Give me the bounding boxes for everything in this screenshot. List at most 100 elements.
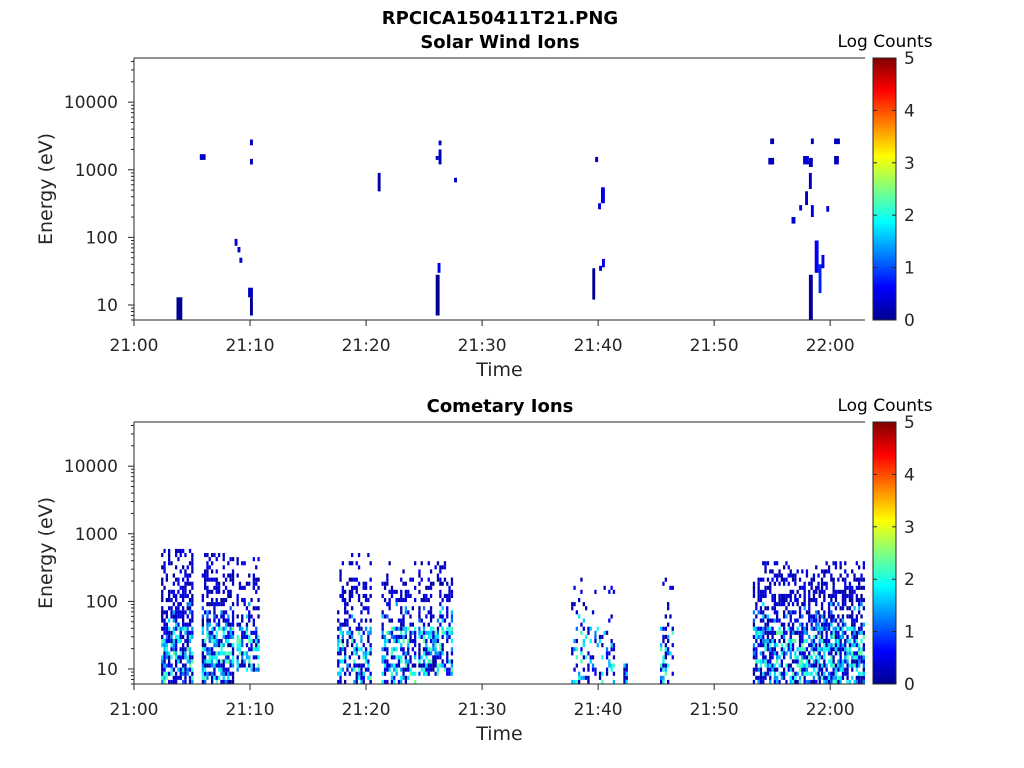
- heatmap-cell: [755, 630, 758, 635]
- heatmap-cell: [846, 626, 849, 631]
- heatmap-cell: [771, 569, 774, 574]
- heatmap-cell: [429, 659, 433, 664]
- heatmap-cell: [241, 598, 244, 603]
- heatmap-cell: [186, 577, 189, 582]
- x-tick-label: 21:30: [458, 336, 507, 356]
- heatmap-cell: [186, 602, 189, 607]
- heatmap-cell: [208, 565, 211, 570]
- heatmap-cell: [172, 626, 175, 631]
- heatmap-cell: [231, 573, 235, 578]
- heatmap-cell: [815, 647, 818, 652]
- heatmap-cell: [206, 618, 209, 623]
- heatmap-cell: [798, 647, 802, 652]
- heatmap-cell: [182, 663, 185, 668]
- heatmap-cell: [776, 614, 779, 619]
- heatmap-cell: [186, 671, 189, 676]
- heatmap-cell: [161, 659, 164, 664]
- heatmap-cell: [780, 643, 783, 648]
- heatmap-cell: [177, 622, 180, 627]
- heatmap-cell: [255, 655, 258, 660]
- heatmap-cell: [434, 643, 437, 648]
- heatmap-cell: [427, 647, 430, 652]
- heatmap-cell: [612, 643, 616, 648]
- heatmap-cell: [227, 573, 230, 578]
- heatmap-cell: [801, 651, 804, 656]
- heatmap-cell: [817, 651, 820, 656]
- heatmap-cell: [179, 671, 182, 676]
- heatmap-cell: [846, 675, 849, 680]
- heatmap-cell: [805, 639, 809, 644]
- heatmap-cell: [759, 671, 763, 676]
- heatmap-cell: [432, 626, 435, 631]
- heatmap-cell: [414, 639, 417, 644]
- heatmap-cell: [429, 618, 433, 623]
- heatmap-cell: [817, 581, 820, 586]
- heatmap-cell: [404, 667, 407, 672]
- heatmap-cell: [825, 630, 828, 635]
- heatmap-cell: [161, 675, 164, 680]
- heatmap-cell: [434, 647, 437, 652]
- heatmap-cell: [184, 622, 187, 627]
- heatmap-cell: [662, 675, 665, 680]
- heatmap-cell: [623, 671, 626, 676]
- x-tick-label: 21:30: [458, 700, 507, 720]
- heatmap-cell: [184, 573, 187, 578]
- panel-title: Solar Wind Ions: [420, 32, 579, 53]
- heatmap-cell: [755, 614, 758, 619]
- heatmap-cell: [418, 663, 421, 668]
- heatmap-cell: [841, 634, 845, 639]
- heatmap-cell: [436, 561, 440, 566]
- heatmap-cell: [231, 614, 235, 619]
- heatmap-cell: [248, 602, 251, 607]
- heatmap-cell: [848, 626, 852, 631]
- heatmap-cell: [662, 655, 665, 660]
- heatmap-cell: [851, 610, 854, 615]
- heatmap-cell: [168, 659, 171, 664]
- heatmap-cell: [573, 679, 576, 684]
- heatmap-cell: [337, 671, 340, 676]
- x-tick-label: 21:40: [574, 700, 623, 720]
- heatmap-cell: [830, 593, 833, 598]
- heatmap-cell: [208, 651, 211, 656]
- colorbar-tick-label: 1: [904, 623, 915, 643]
- heatmap-cell: [188, 561, 192, 566]
- heatmap-cell: [170, 643, 173, 648]
- heatmap-cell: [801, 585, 804, 590]
- heatmap-cell: [186, 647, 189, 652]
- heatmap-cell: [752, 581, 756, 586]
- heatmap-cell: [844, 598, 847, 603]
- heatmap-cell: [402, 614, 405, 619]
- heatmap-cell: [344, 655, 347, 660]
- heatmap-cell: [236, 614, 239, 619]
- heatmap-cell: [801, 626, 804, 631]
- heatmap-cell: [815, 671, 818, 676]
- heatmap-cell: [229, 626, 232, 631]
- heatmap-cell: [439, 622, 442, 627]
- heatmap-cell: [383, 614, 387, 619]
- heatmap-cell: [364, 651, 368, 656]
- heatmap-cell: [425, 651, 428, 656]
- heatmap-cell: [764, 647, 767, 652]
- heatmap-cell: [390, 626, 394, 631]
- heatmap-cell: [346, 581, 349, 586]
- heatmap-cell: [407, 626, 410, 631]
- heatmap-cell: [188, 655, 192, 660]
- heatmap-cell: [400, 667, 403, 672]
- heatmap-cell: [388, 618, 391, 623]
- heatmap-cell: [386, 667, 389, 672]
- heatmap-cell: [773, 675, 776, 680]
- heatmap-cell: [812, 573, 816, 578]
- heatmap-cell: [351, 667, 354, 672]
- heatmap-cell: [411, 663, 414, 668]
- heatmap-cell: [438, 140, 442, 146]
- heatmap-cell: [818, 589, 821, 594]
- heatmap-cell: [188, 589, 192, 594]
- heatmap-cell: [182, 589, 185, 594]
- heatmap-cell: [827, 622, 831, 627]
- heatmap-cell: [395, 634, 398, 639]
- heatmap-cell: [243, 663, 246, 668]
- heatmap-cell: [222, 614, 225, 619]
- heatmap-cell: [257, 577, 260, 582]
- heatmap-cell: [789, 651, 792, 656]
